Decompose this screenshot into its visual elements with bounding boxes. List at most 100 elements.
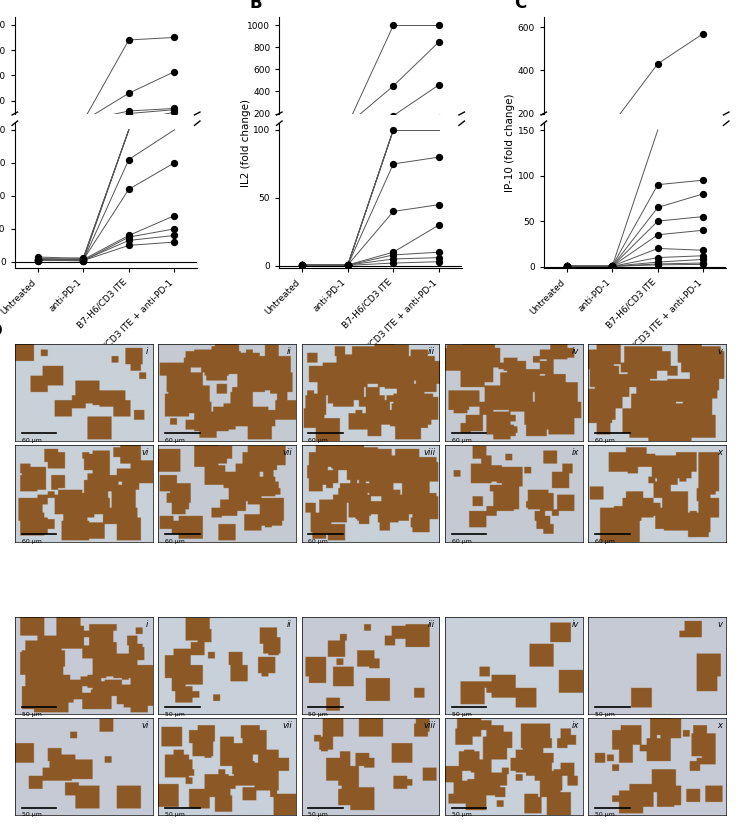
Point — [652, 257, 664, 270]
Text: 50 μm: 50 μm — [21, 813, 41, 818]
Point — [652, 251, 664, 265]
Text: 60 μm: 60 μm — [21, 438, 41, 443]
Text: x: x — [717, 721, 722, 730]
Point — [652, 178, 664, 191]
Point — [296, 259, 308, 272]
Point — [697, 210, 709, 223]
Point — [697, 253, 709, 266]
Point — [168, 156, 180, 170]
Text: 50 μm: 50 μm — [165, 813, 185, 818]
Point — [123, 229, 135, 242]
Point — [342, 259, 353, 272]
Point — [123, 234, 135, 247]
Point — [652, 242, 664, 255]
Point — [606, 260, 618, 273]
Text: 50 μm: 50 μm — [165, 711, 185, 716]
Point — [388, 123, 399, 136]
Point — [561, 260, 573, 273]
Point — [342, 258, 353, 271]
Text: C: C — [514, 0, 526, 12]
Point — [168, 102, 180, 115]
Point — [606, 260, 618, 273]
Text: 60 μm: 60 μm — [452, 438, 472, 443]
Text: iii: iii — [428, 347, 435, 356]
Text: 50 μm: 50 μm — [308, 711, 328, 716]
Point — [697, 27, 709, 40]
Point — [433, 151, 445, 164]
Point — [433, 198, 445, 211]
Point — [606, 260, 618, 273]
Point — [123, 153, 135, 166]
Point — [388, 157, 399, 171]
Point — [433, 35, 445, 48]
Text: vi: vi — [142, 448, 148, 457]
Point — [32, 253, 44, 266]
Point — [32, 254, 44, 267]
Point — [606, 260, 618, 273]
Point — [697, 249, 709, 262]
Point — [77, 254, 89, 267]
Point — [168, 235, 180, 249]
Point — [342, 259, 353, 272]
Text: i: i — [146, 621, 148, 629]
Point — [32, 250, 44, 264]
Point — [32, 253, 44, 266]
Point — [77, 255, 89, 268]
Text: 50 μm: 50 μm — [452, 813, 472, 818]
Point — [123, 230, 135, 244]
Point — [652, 215, 664, 228]
Point — [296, 259, 308, 272]
Text: vi: vi — [142, 721, 148, 730]
Point — [388, 256, 399, 270]
Point — [561, 260, 573, 273]
Point — [296, 259, 308, 272]
Point — [433, 218, 445, 231]
Point — [606, 260, 618, 273]
Text: 60 μm: 60 μm — [595, 438, 615, 443]
Text: ix: ix — [571, 721, 579, 730]
Text: 50 μm: 50 μm — [308, 813, 328, 818]
Point — [342, 259, 353, 272]
Point — [296, 258, 308, 271]
Point — [388, 79, 399, 92]
Point — [388, 19, 399, 32]
Text: v: v — [717, 621, 722, 629]
Point — [697, 173, 709, 186]
Point — [606, 260, 618, 273]
Point — [77, 254, 89, 267]
Point — [168, 106, 180, 119]
Point — [77, 254, 89, 267]
Text: viii: viii — [423, 721, 435, 730]
Point — [123, 33, 135, 47]
Text: vii: vii — [282, 448, 292, 457]
Text: 60 μm: 60 μm — [21, 539, 41, 544]
Point — [561, 260, 573, 273]
Point — [561, 260, 573, 273]
Point — [77, 253, 89, 266]
Point — [123, 87, 135, 100]
Point — [697, 256, 709, 270]
Point — [388, 109, 399, 122]
Point — [77, 254, 89, 267]
Text: x: x — [717, 448, 722, 457]
Text: 50 μm: 50 μm — [452, 711, 472, 716]
Point — [123, 104, 135, 117]
Point — [652, 228, 664, 241]
Point — [32, 254, 44, 267]
Text: iv: iv — [571, 347, 579, 356]
Point — [652, 255, 664, 269]
Point — [77, 252, 89, 265]
Point — [388, 248, 399, 261]
Text: D: D — [0, 322, 3, 340]
Text: ii: ii — [288, 621, 292, 629]
Point — [168, 209, 180, 222]
Point — [296, 259, 308, 272]
Text: viii: viii — [423, 448, 435, 457]
Point — [32, 252, 44, 265]
Text: 60 μm: 60 μm — [308, 438, 328, 443]
Text: 50 μm: 50 μm — [595, 711, 615, 716]
Point — [388, 245, 399, 259]
Point — [606, 260, 618, 273]
Text: 60 μm: 60 μm — [595, 539, 615, 544]
Point — [32, 253, 44, 266]
